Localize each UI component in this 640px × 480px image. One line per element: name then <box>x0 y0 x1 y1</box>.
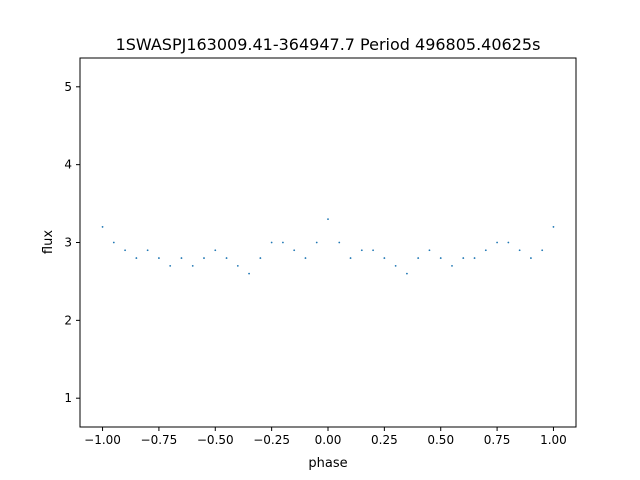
x-tick-label: 0.00 <box>315 433 342 447</box>
y-tick-label: 5 <box>64 80 72 94</box>
x-tick-label: 0.25 <box>371 433 398 447</box>
data-point <box>248 272 250 275</box>
x-tick-label: −0.25 <box>253 433 290 447</box>
data-point <box>282 241 284 244</box>
data-point <box>112 241 115 244</box>
data-point <box>451 264 453 267</box>
x-tick-label: −1.00 <box>84 433 121 447</box>
y-tick-label: 2 <box>64 313 72 327</box>
data-point <box>349 257 352 259</box>
x-tick-label: 0.50 <box>427 433 454 447</box>
data-point <box>518 249 521 252</box>
data-point <box>372 249 374 252</box>
x-tick-label: −0.75 <box>141 433 178 447</box>
data-point <box>169 264 172 267</box>
data-point <box>439 257 442 259</box>
data-point <box>124 249 126 252</box>
data-point <box>158 257 160 259</box>
data-point <box>315 241 318 244</box>
data-point <box>304 257 307 259</box>
data-point <box>507 241 510 244</box>
data-point <box>541 249 544 252</box>
data-point <box>428 249 431 252</box>
data-point <box>203 257 205 259</box>
data-point <box>530 257 532 259</box>
x-tick-label: −0.50 <box>197 433 234 447</box>
data-point <box>146 249 149 252</box>
data-point <box>270 241 273 244</box>
data-point <box>338 241 341 244</box>
data-point <box>360 249 363 252</box>
data-point <box>180 257 183 259</box>
data-point <box>101 226 104 228</box>
x-axis-label: phase <box>308 456 347 471</box>
data-point <box>406 272 408 275</box>
data-point <box>135 257 138 259</box>
x-tick-label: 0.75 <box>484 433 511 447</box>
y-tick-label: 1 <box>64 391 72 405</box>
x-axis-ticks: −1.00 −0.75 −0.50 −0.25 0.00 0.25 0.50 0.75 1.00 <box>84 427 567 447</box>
y-tick-label: 3 <box>64 236 72 250</box>
data-point <box>462 257 465 259</box>
data-point <box>293 249 296 252</box>
data-point <box>417 257 420 259</box>
data-point <box>496 241 498 244</box>
x-tick-label: 1.00 <box>540 433 567 447</box>
y-tick-label: 4 <box>64 158 72 172</box>
data-point <box>552 226 555 228</box>
scatter-points <box>101 218 555 275</box>
data-point <box>484 249 487 252</box>
y-axis-ticks: 1 2 3 4 5 <box>64 80 80 405</box>
y-axis-label: flux <box>41 230 56 254</box>
chart-title: 1SWASPJ163009.41-364947.7 Period 496805.… <box>116 35 541 54</box>
data-point <box>236 264 239 267</box>
data-point <box>225 257 228 259</box>
data-point <box>259 257 262 259</box>
data-point <box>383 257 386 259</box>
data-point <box>473 257 476 259</box>
data-point <box>191 264 194 267</box>
data-point <box>394 264 397 267</box>
data-point <box>214 249 217 252</box>
data-point <box>327 218 329 221</box>
